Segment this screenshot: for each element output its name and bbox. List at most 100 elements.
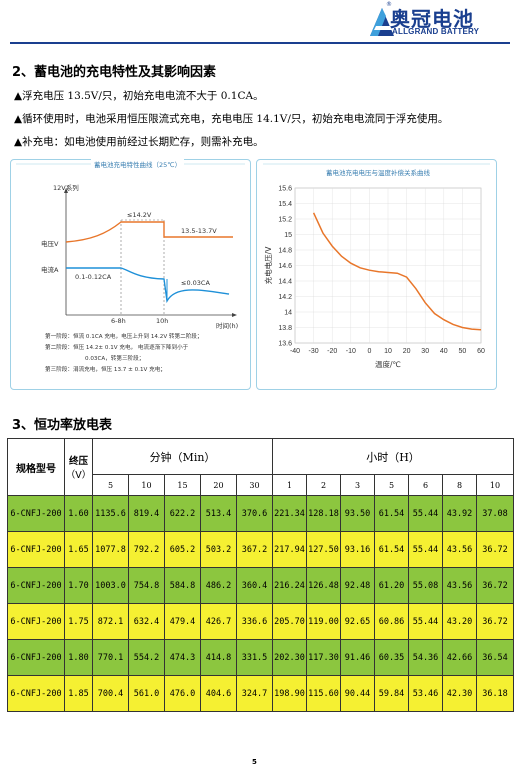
header-duration-col: 10 (475, 474, 515, 496)
table-cell: 55.44 (408, 603, 443, 640)
table-cell: 55.44 (408, 531, 443, 568)
charging-characteristic-chart (16, 163, 245, 317)
table-cell: 414.8 (200, 639, 237, 676)
table-cell: 584.8 (164, 567, 201, 604)
table-cell: 474.3 (164, 639, 201, 676)
temperature-compensation-chart: 13.6 13.8 14 14.2 14.4 14.6 14.8 15 15.2 15.4 15.6… (263, 163, 490, 369)
table-cell: 115.60 (306, 675, 341, 712)
temperature-compensation-panel: 13.6 13.8 14 14.2 14.4 14.6 14.8 15 15.2 15.4 15.6… (256, 159, 497, 390)
y-tick-label: 15.4 (278, 201, 292, 208)
y-tick-label: 14.8 (278, 248, 292, 255)
y-tick-label: 15 (284, 232, 292, 239)
table-cell: 367.2 (236, 531, 273, 568)
table-cell: 476.0 (164, 675, 201, 712)
table-cell: 1.60 (64, 495, 93, 532)
right-y-axis-label: 充电电压/V (263, 246, 273, 285)
x-tick-label: -40 (290, 348, 300, 355)
section2-heading: 2、蓄电池的充电特性及其影响因素 (12, 65, 217, 80)
right-chart-title: 蓄电池充电电压与温度补偿关系曲线 (326, 168, 431, 177)
table-cell: 6-CNFJ-200 (7, 603, 65, 640)
header-duration-col: 10 (128, 474, 165, 496)
voltage-axis-label: 电压V (41, 240, 59, 248)
logo-chinese-name: 奥冠电池 (390, 7, 474, 31)
note-line-2: 第二阶段：恒压 14.2± 0.1V 充电， 电流逐渐下降到小于 (45, 345, 189, 351)
voltage-curve (65, 221, 233, 243)
table-row: 6-CNFJ-200 1.65 1077.8 792.2 605.2 503.2 367.2… (7, 531, 515, 568)
table-cell: 55.08 (408, 567, 443, 604)
annot-max-voltage: ≤14.2V (127, 211, 152, 219)
table-cell: 561.0 (128, 675, 165, 712)
table-cell: 1003.0 (92, 567, 129, 604)
constant-power-discharge-table: 规格型号 终压 （V） 分钟（Min） 小时（H） 5 10 15 20 30 1 2 3 5 6… (7, 438, 515, 712)
table-cell: 370.6 (236, 495, 273, 532)
tick-6-8h: 6-8h (111, 317, 126, 325)
header-divider (10, 42, 510, 44)
left-chart-title: 蓄电池充电特性曲线（25℃） (91, 159, 185, 169)
table-cell: 622.2 (164, 495, 201, 532)
table-cell: 605.2 (164, 531, 201, 568)
table-cell: 336.6 (236, 603, 273, 640)
x-tick-label: 30 (421, 348, 429, 355)
table-cell: 1.65 (64, 531, 93, 568)
section2-line-1: ▲浮充电压 13.5V/只，初始充电电流不大于 0.1CA。 (14, 90, 264, 102)
table-cell: 513.4 (200, 495, 237, 532)
x-tick-label: 0 (367, 348, 371, 355)
table-cell: 1.75 (64, 603, 93, 640)
table-row: 6-CNFJ-200 1.60 1135.6 819.4 622.2 513.4 370.6… (7, 495, 515, 532)
header-duration-col: 15 (164, 474, 201, 496)
header-duration-col: 5 (374, 474, 409, 496)
table-cell: 127.50 (306, 531, 341, 568)
table-cell: 1077.8 (92, 531, 129, 568)
table-cell: 117.30 (306, 639, 341, 676)
table-cell: 404.6 (200, 675, 237, 712)
header-minutes-group: 分钟（Min） (92, 438, 273, 475)
y-tick-label: 14.2 (278, 294, 292, 301)
header-duration-col: 6 (408, 474, 443, 496)
compensation-series-line (312, 212, 482, 331)
header-duration-col: 2 (306, 474, 341, 496)
table-cell: 36.72 (475, 603, 515, 640)
table-cell: 331.5 (236, 639, 273, 676)
header-duration-col: 1 (272, 474, 307, 496)
section2-line-2: ▲循环使用时，电池采用恒压限流式充电，充电电压 14.1V/只，初始充电电流同于… (14, 113, 449, 125)
table-cell: 221.34 (272, 495, 307, 532)
table-cell: 754.8 (128, 567, 165, 604)
current-curve (66, 267, 230, 304)
table-cell: 92.65 (340, 603, 375, 640)
table-cell: 43.56 (442, 567, 477, 604)
header-duration-col: 20 (200, 474, 237, 496)
table-cell: 93.16 (340, 531, 375, 568)
table-cell: 54.36 (408, 639, 443, 676)
header-duration-col: 5 (92, 474, 129, 496)
x-tick-label: 40 (440, 348, 448, 355)
table-cell: 486.2 (200, 567, 237, 604)
table-cell: 479.4 (164, 603, 201, 640)
table-cell: 1135.6 (92, 495, 129, 532)
table-cell: 61.54 (374, 495, 409, 532)
y-tick-label: 13.8 (278, 325, 292, 332)
section2-line-3: ▲补充电：如电池使用前经过长期贮存，则需补充电。 (14, 136, 264, 148)
y-tick-label: 14.4 (278, 279, 292, 286)
table-cell: 119.00 (306, 603, 341, 640)
table-cell: 43.92 (442, 495, 477, 532)
header-end-voltage: 终压 （V） (64, 438, 93, 496)
table-row: 6-CNFJ-200 1.75 872.1 632.4 479.4 426.7 336.6 2… (7, 603, 515, 640)
table-cell: 700.4 (92, 675, 129, 712)
table-cell: 324.7 (236, 675, 273, 712)
table-cell: 126.48 (306, 567, 341, 604)
page-number: 5 (252, 758, 257, 766)
y-tick-label: 15.6 (278, 186, 292, 193)
table-cell: 792.2 (128, 531, 165, 568)
table-cell: 53.46 (408, 675, 443, 712)
table-cell: 6-CNFJ-200 (7, 675, 65, 712)
table-cell: 360.4 (236, 567, 273, 604)
left-chart-series-label: 12V系列 (53, 184, 79, 192)
table-row: 6-CNFJ-200 1.80 770.1 554.2 474.3 414.8 331.5 2… (7, 639, 515, 676)
table-cell: 61.20 (374, 567, 409, 604)
table-cell: 819.4 (128, 495, 165, 532)
table-cell: 770.1 (92, 639, 129, 676)
table-cell: 1.85 (64, 675, 93, 712)
table-cell: 90.44 (340, 675, 375, 712)
table-cell: 503.2 (200, 531, 237, 568)
x-tick-label: 20 (403, 348, 411, 355)
